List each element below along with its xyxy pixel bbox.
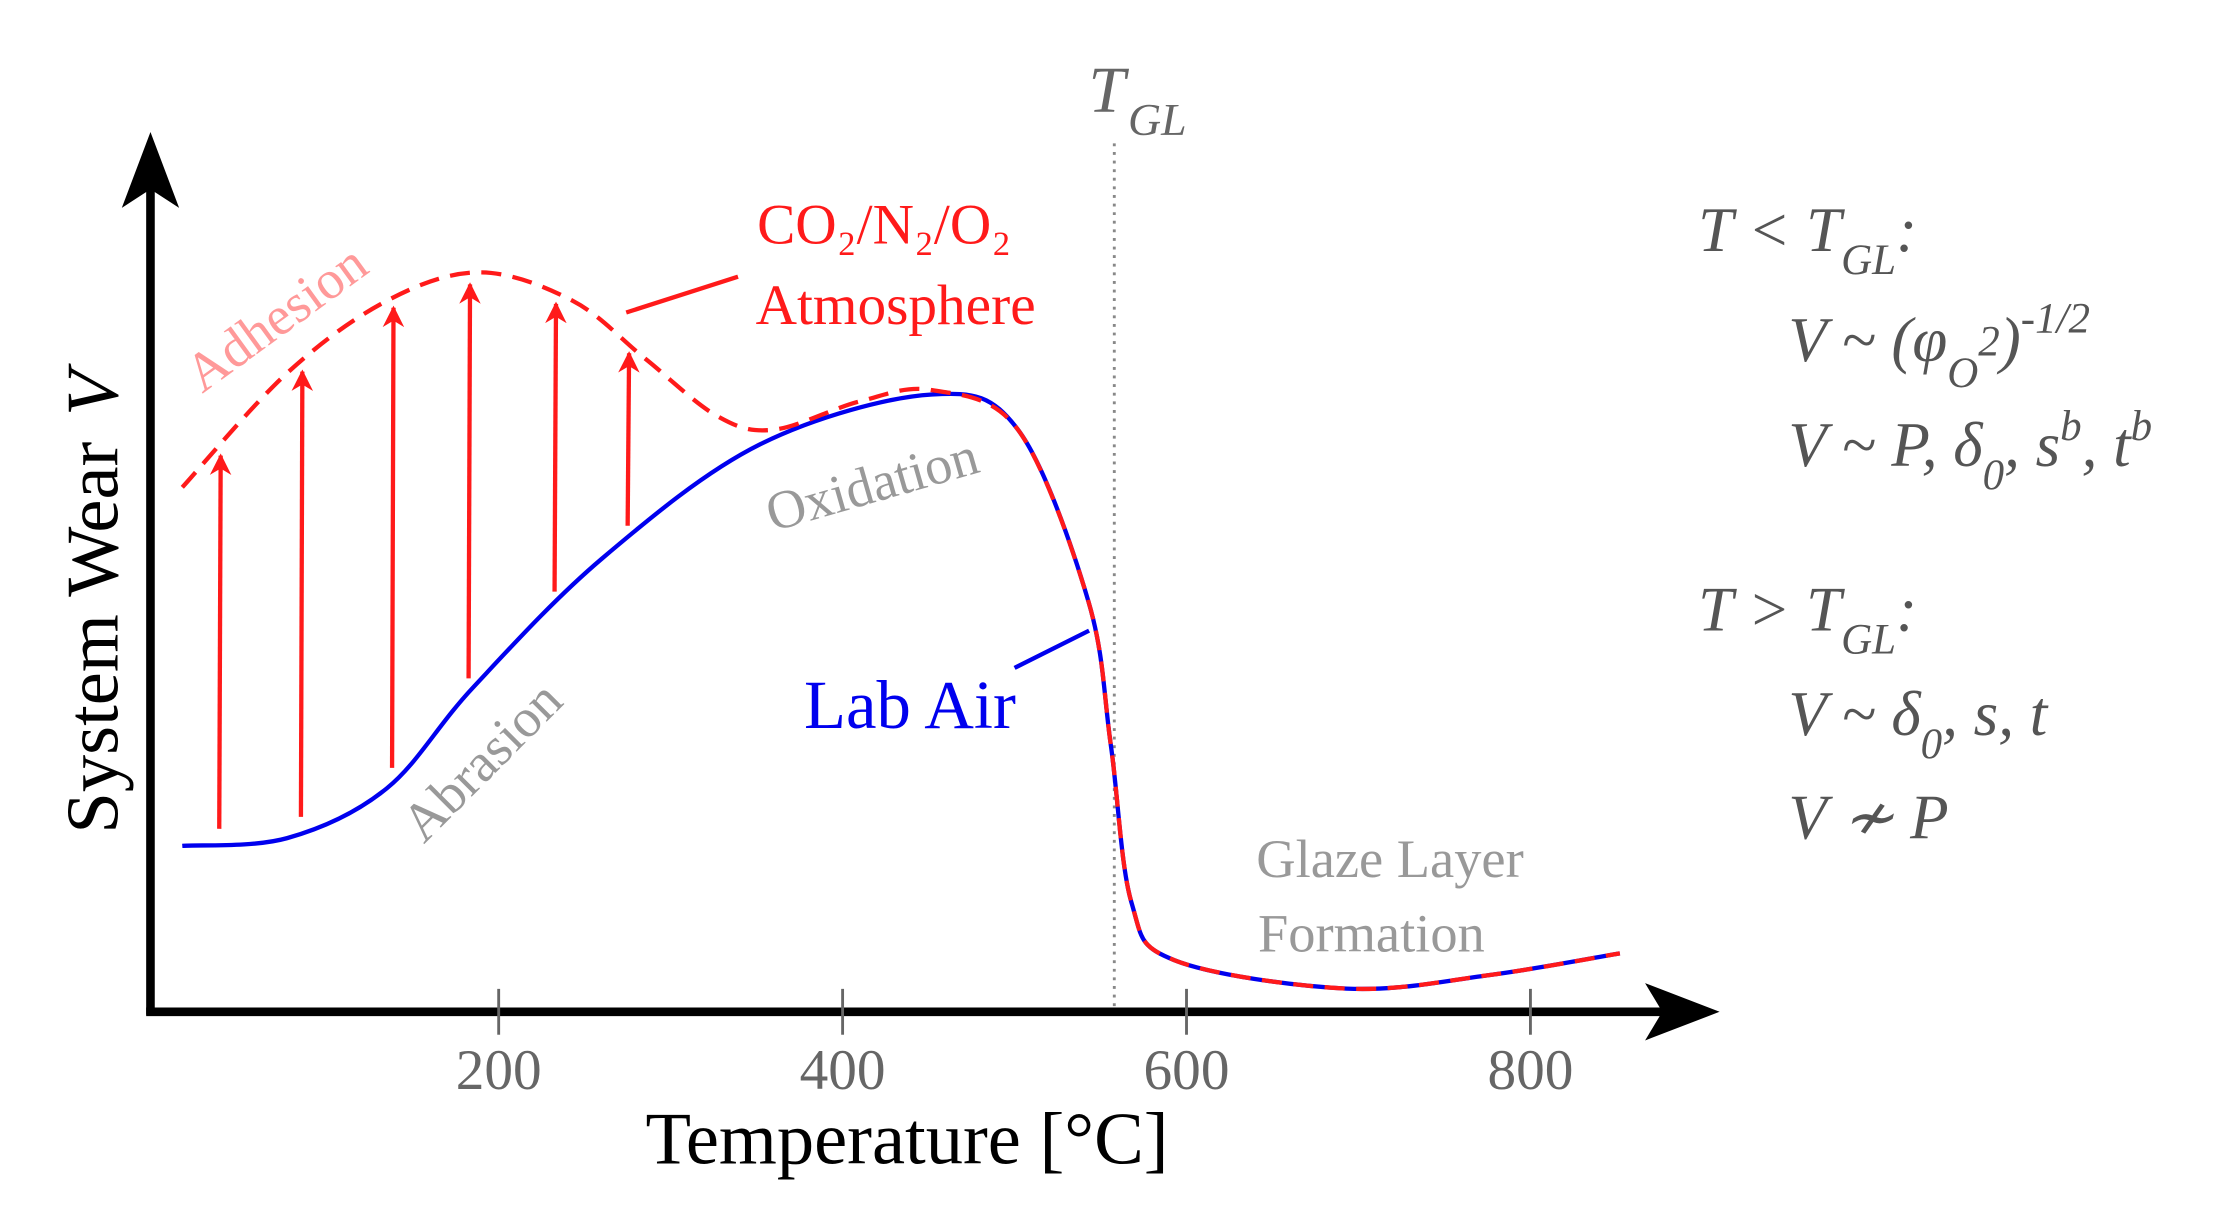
atmosphere-curve bbox=[180, 270, 1621, 992]
x-tick-label: 200 bbox=[456, 1039, 542, 1102]
x-axis-label: Temperature [°C] bbox=[646, 1099, 1169, 1181]
atmosphere-label-line2: Atmosphere bbox=[756, 274, 1036, 337]
x-tick-label: 600 bbox=[1144, 1039, 1230, 1102]
x-axis-arrowhead bbox=[1645, 983, 1720, 1041]
eq-low-1: V ~ (φO2)-1/2 bbox=[1788, 296, 2090, 397]
adhesion-arrow bbox=[209, 453, 232, 829]
adhesion-arrow bbox=[382, 305, 405, 768]
lab-air-leader bbox=[1013, 628, 1091, 670]
adhesion-arrow bbox=[618, 351, 640, 526]
adhesion-arrow bbox=[291, 369, 314, 817]
x-tick-label: 800 bbox=[1487, 1039, 1573, 1102]
adhesion-arrow bbox=[545, 301, 567, 592]
y-axis-label: System WearV bbox=[53, 363, 135, 834]
glaze-label-line1: Glaze Layer bbox=[1256, 828, 1523, 889]
abrasion-label: Abrasion bbox=[389, 669, 573, 853]
eq-high-2: V ≁ P bbox=[1788, 782, 1948, 852]
glaze-label-line2: Formation bbox=[1258, 903, 1485, 964]
adhesion-arrows bbox=[209, 282, 640, 829]
lab-air-label: Lab Air bbox=[804, 667, 1016, 743]
atmosphere-leader bbox=[625, 274, 739, 315]
x-ticks: 200 400 600 800 bbox=[456, 988, 1573, 1102]
glaze-temperature-label: TGL bbox=[1088, 54, 1186, 145]
eq-low-2: V ~ P, δ0, sb, tb bbox=[1788, 403, 2152, 499]
x-tick-label: 400 bbox=[800, 1039, 886, 1102]
curves bbox=[180, 270, 1621, 992]
y-axis-arrowhead bbox=[121, 131, 180, 208]
adhesion-arrow bbox=[459, 282, 481, 679]
eq-high-head: T > TGL: bbox=[1698, 575, 1917, 664]
eq-low-head: T < TGL: bbox=[1698, 195, 1917, 284]
adhesion-label: Adhesion bbox=[173, 232, 378, 404]
eq-high-1: V ~ δ0, s, t bbox=[1788, 679, 2048, 768]
regime-equations: T < TGL: V ~ (φO2)-1/2 V ~ P, δ0, sb, tb… bbox=[1698, 195, 2152, 853]
oxidation-label: Oxidation bbox=[759, 425, 985, 544]
atmosphere-label-line1: CO₂/N₂/O₂ bbox=[757, 194, 1011, 257]
